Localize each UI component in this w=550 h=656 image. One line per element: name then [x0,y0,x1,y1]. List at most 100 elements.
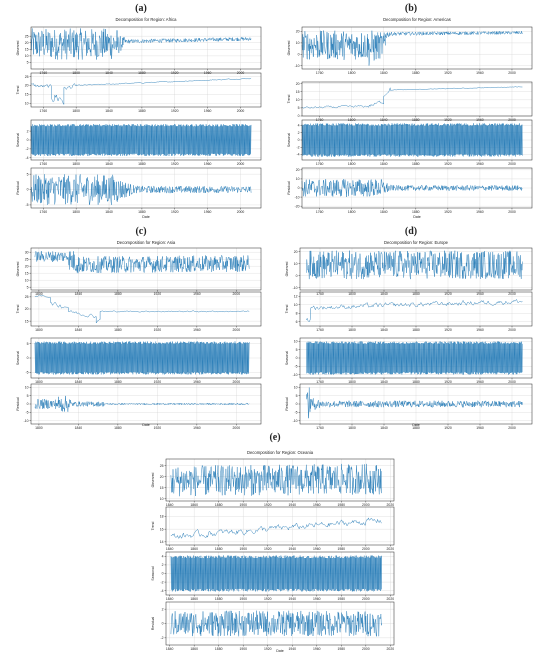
x-axis-label: Date [276,649,284,653]
y-tick-label: 0 [298,52,300,56]
x-tick-label: 1800 [72,210,80,214]
y-tick-label: 0 [27,188,29,192]
y-axis-label: Trend [285,305,289,314]
subplot-trend: 10 15 20 25 1760 1800 1840 1880 1920 1960 2000 Tren… [16,72,262,113]
y-tick-label: 5 [298,106,300,110]
x-tick-label: 1900 [239,547,247,551]
y-tick-label: -10 [295,195,300,199]
y-tick-label: 0 [298,186,300,190]
x-tick-label: 1840 [166,597,174,601]
y-tick-label: -2 [160,636,163,640]
y-tick-label: -2 [25,147,28,151]
x-axis-label: Date [142,423,150,427]
x-tick-label: 2020 [387,547,395,551]
x-tick-label: 2000 [362,647,370,651]
y-tick-label: 10 [294,262,298,266]
y-tick-label: -10 [293,286,298,290]
subplot-seasonal: -4 -2 0 2 4 1760 1800 1840 1880 1920 1960 2000 Seaso… [287,119,533,166]
y-tick-label: 20 [25,84,29,88]
x-tick-label: 1880 [412,162,420,166]
series-line-seasonal [30,123,252,157]
y-tick-label: 10 [25,386,29,390]
x-tick-label: 1940 [288,547,296,551]
y-tick-label: 20 [25,307,29,311]
axes-frame [30,247,262,291]
x-axis-label: Date [142,215,150,219]
y-tick-label: -5 [25,370,28,374]
decomposition-panel-1: (b) Decomposition for Region: Americas -10… [287,3,533,219]
x-tick-label: 1880 [412,426,420,430]
x-tick-label: 1960 [313,503,321,507]
x-tick-label: 1840 [105,210,113,214]
x-tick-label: 1940 [288,503,296,507]
series-line-trend [301,86,523,109]
x-tick-label: 1920 [171,109,179,113]
x-tick-label: 1880 [215,503,223,507]
y-tick-label: -2 [160,580,163,584]
y-tick-label: -4 [296,153,299,157]
x-axis-label: Date [413,215,421,219]
x-tick-label: 1880 [114,426,122,430]
y-tick-label: 25 [25,295,29,299]
x-tick-label: 1840 [166,547,174,551]
x-tick-label: 1840 [75,426,83,430]
x-tick-label: 1920 [444,162,452,166]
x-tick-label: 1920 [444,210,452,214]
series-line-residual [306,387,523,419]
x-tick-label: 1760 [40,109,48,113]
y-axis-label: Trend [151,522,155,531]
subplot-observed: 10 15 20 25 1840 1860 1880 1900 1920 1940 1960 1980… [151,458,395,507]
y-tick-label: 10 [294,303,298,307]
x-tick-label: 1920 [444,426,452,430]
x-tick-label: 2020 [387,597,395,601]
y-tick-label: 0 [27,402,29,406]
x-tick-label: 1860 [190,503,198,507]
x-tick-label: 1960 [204,162,212,166]
y-axis-label: Observed [16,41,20,56]
x-tick-label: 2000 [237,162,245,166]
y-tick-label: 10 [25,54,29,58]
subplot-residual: -20 -10 0 10 20 1760 1800 1840 1880 1920 1960 2000 R… [287,167,533,214]
x-tick-label: 2000 [508,210,516,214]
y-tick-label: 0 [296,274,298,278]
x-tick-label: 1980 [338,597,346,601]
y-axis-label: Residual [151,617,155,630]
y-axis-label: Trend [16,86,20,95]
subplot-trend: 15 20 25 1800 1840 1880 1920 1960 2000 Trend [16,291,262,332]
series-line-observed [170,463,382,497]
series-line-observed [30,28,252,60]
panel-title: Decomposition for Region: Americas [383,17,451,22]
x-tick-label: 1920 [264,647,272,651]
subplot-trend: 14 16 18 1840 1860 1880 1900 1920 1940 1960 1980 20… [151,506,395,551]
x-tick-label: 1900 [239,597,247,601]
x-tick-label: 1880 [215,647,223,651]
y-tick-label: -5 [294,365,297,369]
x-tick-label: 2000 [362,547,370,551]
x-tick-label: 1980 [338,547,346,551]
x-tick-label: 1940 [288,647,296,651]
x-tick-label: 2000 [508,380,516,384]
x-tick-label: 1940 [288,597,296,601]
axes-frame [301,81,533,117]
series-line-seasonal [34,341,250,375]
y-tick-label: 0 [162,622,164,626]
y-tick-label: 5 [27,394,29,398]
x-tick-label: 1800 [72,109,80,113]
x-tick-label: 1800 [72,162,80,166]
axes-frame [301,26,533,70]
y-tick-label: 16 [160,527,164,531]
y-axis-label: Seasonal [287,133,291,147]
x-tick-label: 2000 [362,597,370,601]
y-tick-label: 18 [160,515,164,519]
series-line-seasonal [301,123,523,157]
y-axis-label: Residual [285,397,289,410]
x-tick-label: 1960 [313,547,321,551]
x-tick-label: 1840 [380,328,388,332]
x-tick-label: 1880 [412,380,420,384]
x-tick-label: 2000 [237,109,245,113]
x-tick-label: 1900 [239,503,247,507]
x-tick-label: 2000 [237,210,245,214]
x-tick-label: 2020 [387,503,395,507]
x-tick-label: 1800 [35,426,43,430]
x-tick-label: 1800 [348,210,356,214]
